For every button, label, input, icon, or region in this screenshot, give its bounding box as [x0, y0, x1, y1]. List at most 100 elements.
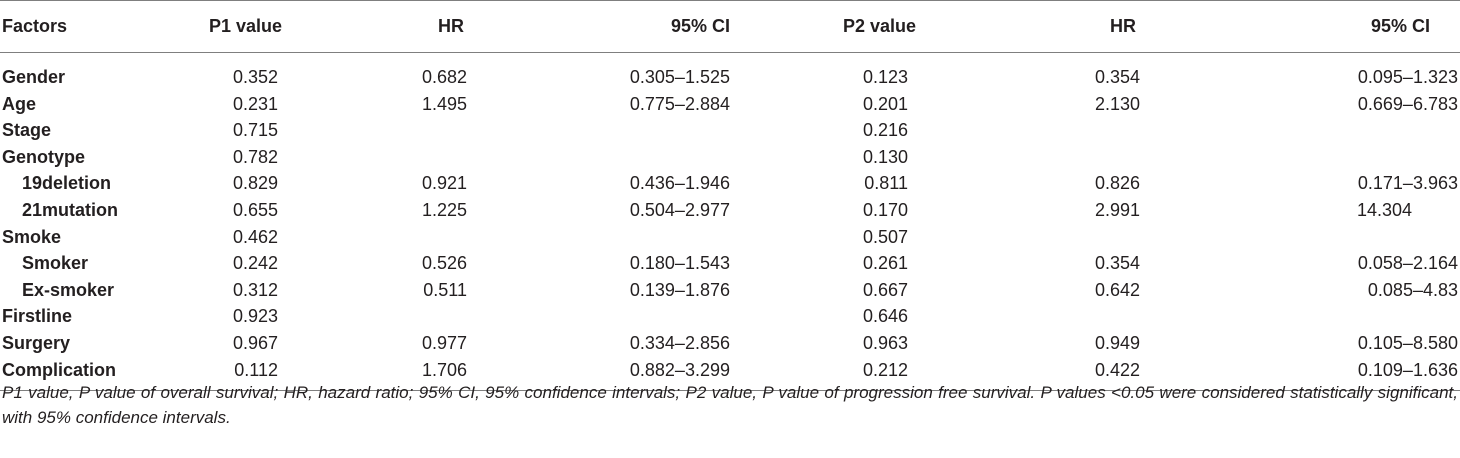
cell-ci-1	[540, 144, 800, 171]
cell-hr-1: 0.526	[421, 253, 467, 274]
cell-hr-1: 0.921	[421, 173, 467, 194]
cell-ci-1: 0.775–2.884	[629, 93, 730, 114]
cell-p2-value: 0.646	[862, 306, 908, 327]
cell-p2-value: 0.201	[862, 93, 908, 114]
cell-ci-2: 0.105–8.580	[1357, 332, 1458, 353]
cell-factor: Firstline	[2, 306, 73, 327]
cell-hr-2	[1040, 224, 1260, 251]
cell-hr-1: 1.225	[421, 199, 467, 220]
cell-p1-value: 0.967	[232, 332, 278, 353]
cell-ci-2: 0.109–1.636	[1357, 359, 1458, 380]
cell-p1-value: 0.782	[232, 146, 278, 167]
cell-ci-2: 0.085–4.83	[1367, 279, 1458, 300]
table-row: Firstline 0.923 0.646	[0, 303, 1460, 330]
cell-factor: 21mutation	[22, 199, 119, 220]
cell-factor: Stage	[2, 120, 52, 141]
cell-factor: Smoke	[2, 226, 62, 247]
cell-p1-value: 0.312	[232, 279, 278, 300]
cell-ci-1	[540, 303, 800, 330]
cell-p1-value: 0.352	[232, 67, 278, 87]
cell-p2-value: 0.212	[862, 359, 908, 380]
table-row: Stage 0.715 0.216	[0, 117, 1460, 144]
cell-ci-2: 0.058–2.164	[1357, 253, 1458, 274]
cell-p2-value: 0.507	[862, 226, 908, 247]
table-row: Ex-smoker 0.312 0.511 0.139–1.876 0.667 0.642…	[0, 277, 1460, 304]
cell-ci-1: 0.180–1.543	[629, 253, 730, 274]
cell-factor: Ex-smoker	[22, 279, 115, 300]
header-factors: Factors	[2, 16, 68, 36]
cell-ci-2: 0.669–6.783	[1357, 93, 1458, 114]
cell-hr-2	[1040, 144, 1260, 171]
cell-hr-2: 2.130	[1094, 93, 1140, 114]
cell-p2-value: 0.667	[862, 279, 908, 300]
cell-factor: Smoker	[22, 253, 89, 274]
cell-factor: Gender	[2, 67, 66, 87]
table-body: Gender 0.352 0.682 0.305–1.525 0.123 0.354 0.0…	[0, 53, 1460, 391]
cell-p2-value: 0.963	[862, 332, 908, 353]
results-table: Factors P1 value HR 95% CI P2 value HR 9…	[0, 0, 1460, 391]
cell-ci-2	[1260, 144, 1460, 171]
cell-ci-1: 0.504–2.977	[629, 199, 730, 220]
cell-hr-2: 0.354	[1094, 67, 1140, 87]
cell-p2-value: 0.170	[862, 199, 908, 220]
cell-p1-value: 0.462	[232, 226, 278, 247]
cell-factor: 19deletion	[22, 173, 112, 194]
cell-hr-2	[1040, 303, 1260, 330]
cell-hr-2: 0.354	[1094, 253, 1140, 274]
cell-hr-1	[390, 117, 540, 144]
cell-hr-2: 0.422	[1094, 359, 1140, 380]
header-ci-1: 95% CI	[670, 16, 730, 36]
cell-ci-2: 0.171–3.963	[1357, 173, 1458, 194]
cell-hr-2: 2.991	[1094, 199, 1140, 220]
cell-ci-2	[1260, 303, 1460, 330]
table-row: Gender 0.352 0.682 0.305–1.525 0.123 0.354 0.0…	[0, 53, 1460, 91]
cell-p2-value: 0.123	[862, 67, 908, 87]
cell-factor: Age	[2, 93, 37, 114]
cell-p1-value: 0.715	[232, 120, 278, 141]
cell-p1-value: 0.655	[232, 199, 278, 220]
cell-hr-1: 0.977	[421, 332, 467, 353]
cell-p1-value: 0.231	[232, 93, 278, 114]
table-row: Smoke 0.462 0.507	[0, 224, 1460, 251]
cell-ci-1: 0.139–1.876	[629, 279, 730, 300]
cell-hr-1	[390, 144, 540, 171]
cell-ci-1: 0.882–3.299	[629, 359, 730, 380]
table-row: Complication 0.112 1.706 0.882–3.299 0.212 0.…	[0, 357, 1460, 391]
cell-ci-1	[540, 224, 800, 251]
cell-p1-value: 0.923	[232, 306, 278, 327]
cell-hr-2: 0.642	[1094, 279, 1140, 300]
cell-ci-1: 0.436–1.946	[629, 173, 730, 194]
table-footnote: P1 value, P value of overall survival; H…	[2, 383, 1458, 427]
table-row: Surgery 0.967 0.977 0.334–2.856 0.963 0.949 0.…	[0, 330, 1460, 357]
cell-hr-1	[390, 224, 540, 251]
header-p1-value: P1 value	[208, 16, 282, 36]
header-hr-2: HR	[1110, 16, 1136, 36]
cell-hr-1	[390, 303, 540, 330]
cell-ci-1	[540, 117, 800, 144]
cell-hr-1: 0.511	[423, 279, 467, 300]
cell-hr-2: 0.949	[1094, 332, 1140, 353]
cell-p1-value: 0.112	[234, 359, 278, 380]
cell-p2-value: 0.261	[862, 253, 908, 274]
cell-p1-value: 0.242	[232, 253, 278, 274]
cell-p1-value: 0.829	[232, 173, 278, 194]
cell-ci-2	[1260, 117, 1460, 144]
cell-hr-2: 0.826	[1094, 173, 1140, 194]
header-row: Factors P1 value HR 95% CI P2 value HR 9…	[0, 0, 1460, 53]
cell-ci-2: 0.095–1.323	[1357, 67, 1458, 87]
cell-factor: Surgery	[2, 332, 71, 353]
table-row: 19deletion 0.829 0.921 0.436–1.946 0.811 0.82…	[0, 170, 1460, 197]
cell-ci-2	[1260, 224, 1460, 251]
header-p2-value: P2 value	[842, 16, 916, 36]
cell-p2-value: 0.811	[864, 173, 908, 194]
table-row: Smoker 0.242 0.526 0.180–1.543 0.261 0.354 0.0…	[0, 250, 1460, 277]
cell-hr-2	[1040, 117, 1260, 144]
cell-ci-2: 14.304	[1356, 199, 1412, 220]
cell-hr-1: 1.495	[421, 93, 467, 114]
cell-hr-1: 0.682	[421, 67, 467, 87]
header-ci-2: 95% CI	[1370, 16, 1430, 36]
table-row: 21mutation 0.655 1.225 0.504–2.977 0.170 2.99…	[0, 197, 1460, 224]
cell-p2-value: 0.130	[862, 146, 908, 167]
cell-ci-1: 0.334–2.856	[629, 332, 730, 353]
